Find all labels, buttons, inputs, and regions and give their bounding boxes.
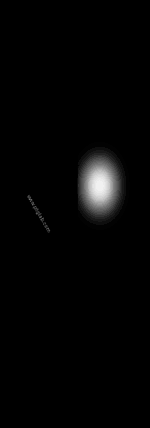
Text: 40 kDa→: 40 kDa→ bbox=[38, 271, 72, 280]
Bar bbox=[78, 0, 132, 428]
Text: 70 kDa→: 70 kDa→ bbox=[38, 160, 72, 169]
Text: 150 kDa→: 150 kDa→ bbox=[34, 11, 72, 20]
Text: 20 kDa→: 20 kDa→ bbox=[39, 407, 72, 416]
Text: 30 kDa→: 30 kDa→ bbox=[38, 327, 72, 336]
Text: 100 kDa→: 100 kDa→ bbox=[34, 90, 72, 99]
Text: 50 kDa→: 50 kDa→ bbox=[38, 227, 72, 236]
Text: www.ptglab.com: www.ptglab.com bbox=[24, 194, 51, 234]
